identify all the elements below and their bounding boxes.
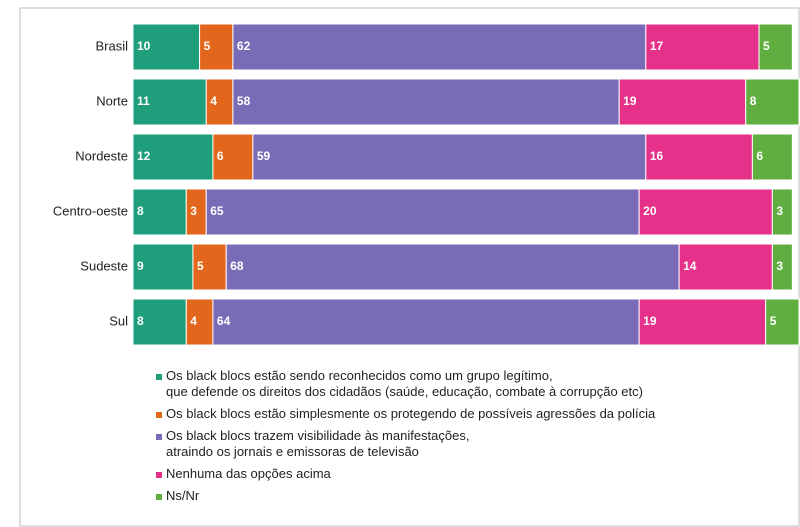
data-label: 5: [197, 259, 204, 273]
legend-item: Ns/Nr: [156, 488, 796, 504]
category-label: Nordeste: [75, 148, 128, 163]
bar-segment: [132, 23, 201, 71]
bar-segment: [758, 23, 793, 71]
bar-segment: [638, 298, 767, 346]
legend-text: Os black blocs estão simplesmente os pro…: [166, 406, 656, 421]
data-label: 65: [210, 204, 224, 218]
bar-segment: [638, 188, 773, 236]
bar-segment: [745, 78, 800, 126]
frame: [19, 7, 800, 527]
data-label: 8: [137, 314, 144, 328]
data-label: 16: [650, 149, 664, 163]
data-label: 68: [230, 259, 244, 273]
legend-swatch: [156, 494, 162, 500]
category-label: Centro-oeste: [53, 203, 128, 218]
bar-segment: [205, 78, 234, 126]
legend-item: Os black blocs estão simplesmente os pro…: [156, 406, 796, 422]
legend-text: Nenhuma das opções acima: [166, 466, 331, 481]
data-label: 4: [210, 94, 217, 108]
bar-segment: [771, 188, 793, 236]
bar-segment: [212, 298, 640, 346]
data-label: 62: [237, 39, 251, 53]
data-label: 5: [770, 314, 777, 328]
data-label: 17: [650, 39, 664, 53]
bar-segment: [132, 78, 207, 126]
bar-segment: [751, 133, 793, 181]
data-label: 9: [137, 259, 144, 273]
bar-segment: [765, 298, 800, 346]
data-label: 4: [190, 314, 197, 328]
data-label: 6: [217, 149, 224, 163]
legend-text: Os black blocs trazem visibilidade às ma…: [166, 428, 470, 459]
data-label: 58: [237, 94, 251, 108]
category-label: Norte: [96, 93, 128, 108]
bar-segment: [645, 133, 753, 181]
data-label: 3: [776, 204, 783, 218]
data-label: 20: [643, 204, 657, 218]
bar-segment: [132, 298, 187, 346]
data-label: 59: [257, 149, 271, 163]
data-label: 6: [756, 149, 763, 163]
legend: Os black blocs estão sendo reconhecidos …: [156, 368, 796, 510]
data-label: 5: [204, 39, 211, 53]
bar-segment: [618, 78, 747, 126]
legend-swatch: [156, 412, 162, 418]
bar-segment: [132, 133, 214, 181]
legend-swatch: [156, 472, 162, 478]
data-label: 19: [643, 314, 657, 328]
legend-text: Os black blocs estão sendo reconhecidos …: [166, 368, 643, 399]
legend-swatch: [156, 434, 162, 440]
data-label: 11: [137, 94, 150, 108]
legend-text: Ns/Nr: [166, 488, 200, 503]
data-label: 8: [137, 204, 144, 218]
data-label: 3: [776, 259, 783, 273]
bar-segment: [132, 243, 194, 291]
legend-item: Nenhuma das opções acima: [156, 466, 796, 482]
legend-item: Os black blocs estão sendo reconhecidos …: [156, 368, 796, 400]
bar-segment: [212, 133, 254, 181]
legend-swatch: [156, 374, 162, 380]
bar-segment: [225, 243, 680, 291]
data-label: 10: [137, 39, 151, 53]
bar-segment: [771, 243, 793, 291]
bar-segment: [232, 23, 647, 71]
data-label: 12: [137, 149, 151, 163]
bar-segment: [232, 78, 620, 126]
category-label: Sudeste: [80, 258, 128, 273]
bar-segment: [205, 188, 640, 236]
data-label: 8: [750, 94, 757, 108]
bar-segment: [252, 133, 647, 181]
data-label: 64: [217, 314, 231, 328]
category-label: Brasil: [95, 38, 128, 53]
legend-item: Os black blocs trazem visibilidade às ma…: [156, 428, 796, 460]
data-label: 19: [623, 94, 637, 108]
category-label: Sul: [109, 313, 128, 328]
data-label: 5: [763, 39, 770, 53]
data-label: 14: [683, 259, 697, 273]
data-label: 3: [190, 204, 197, 218]
